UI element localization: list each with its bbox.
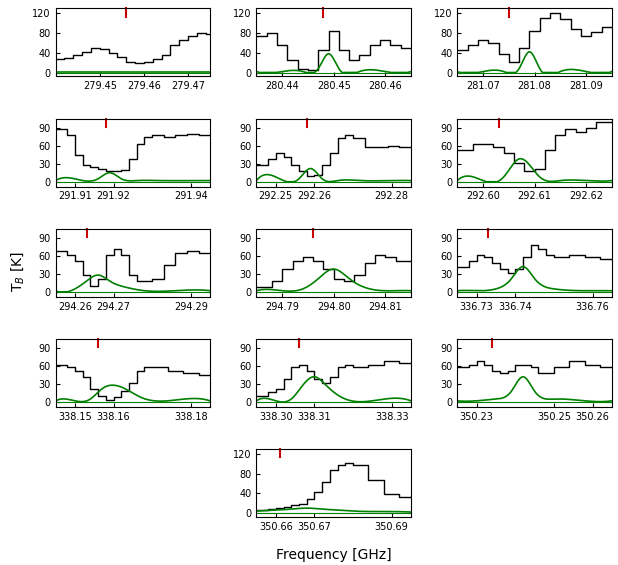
Text: T$_B$ [K]: T$_B$ [K] <box>9 251 26 292</box>
Text: Frequency [GHz]: Frequency [GHz] <box>276 549 392 562</box>
